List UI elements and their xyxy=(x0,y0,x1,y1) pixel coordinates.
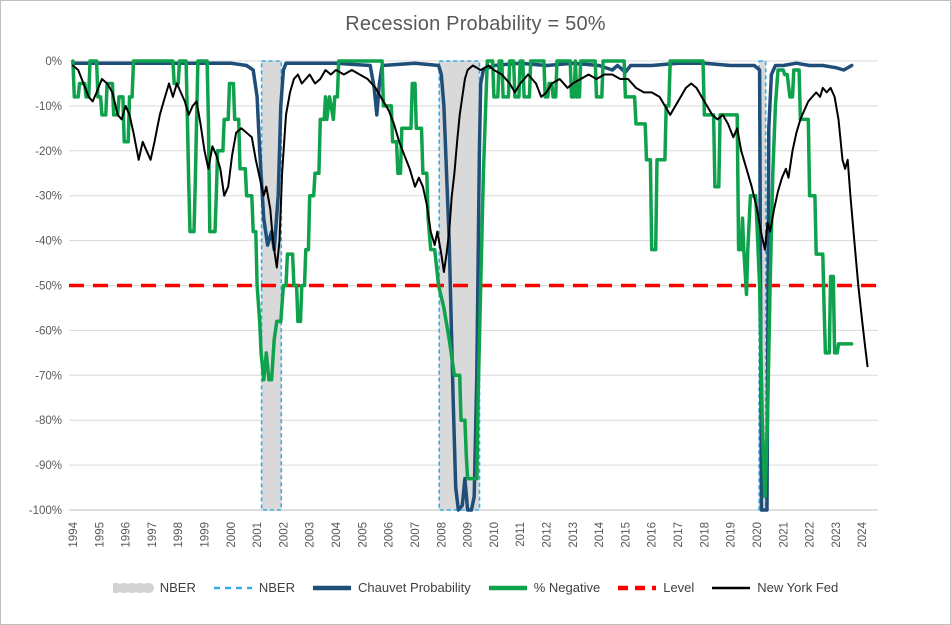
legend-swatch-dashed-thin-icon xyxy=(213,586,252,589)
chart-legend: NBER NBER Chauvet Probability % Negative Lev… xyxy=(1,561,950,624)
x-axis-tick-label: 1995 xyxy=(94,522,106,548)
legend-label: % Negative xyxy=(533,580,601,595)
y-axis-tick-label: -30% xyxy=(35,191,62,203)
legend-item-level: Level xyxy=(616,580,694,595)
x-axis-tick-label: 1996 xyxy=(121,522,133,548)
x-axis-tick-label: 2012 xyxy=(542,522,554,548)
x-axis-tick-label: 2010 xyxy=(489,522,501,548)
y-axis-tick-label: -90% xyxy=(35,460,62,472)
legend-item-nber: NBER xyxy=(212,580,295,595)
x-axis-tick-label: 1999 xyxy=(200,522,212,548)
legend-item-nber: NBER xyxy=(112,580,196,595)
nber-recession-band xyxy=(759,61,766,510)
y-axis-tick-label: -10% xyxy=(35,101,62,113)
x-axis-tick-label: 2015 xyxy=(620,522,632,548)
legend-swatch-dashed-thick-icon xyxy=(618,585,657,590)
legend-swatch-solid-thin-icon xyxy=(712,586,751,589)
x-axis-tick-label: 2024 xyxy=(857,521,869,547)
x-axis-tick-label: 2008 xyxy=(436,522,448,548)
y-axis-tick-label: -100% xyxy=(29,505,62,517)
legend-swatch-dotted-band-icon xyxy=(112,582,155,593)
x-axis-tick-label: 2013 xyxy=(568,522,580,548)
nber-dashed-outline xyxy=(260,60,283,511)
x-axis-tick-label: 2004 xyxy=(331,521,343,547)
chart-title: Recession Probability = 50% xyxy=(345,12,606,35)
x-axis-tick-label: 2011 xyxy=(515,522,527,547)
x-axis-tick-label: 2007 xyxy=(410,522,422,548)
x-axis-tick-label: 2020 xyxy=(752,522,764,548)
x-axis-tick-label: 2021 xyxy=(778,522,790,548)
legend-item--negative: % Negative xyxy=(487,580,600,595)
legend-swatch-solid-thick-icon xyxy=(313,585,351,590)
x-axis-tick-label: 2009 xyxy=(463,522,475,548)
x-axis-tick-label: 2019 xyxy=(726,522,738,548)
x-axis-tick-label: 2006 xyxy=(384,522,396,548)
y-axis-tick-label: -50% xyxy=(35,281,62,293)
recession-probability-chart: 0% -10% -20% -30% -40% -50% -60% -70% -80% -90% -1… xyxy=(29,56,878,548)
y-axis-tick-label: -80% xyxy=(35,415,62,427)
x-axis-tick-label: 2005 xyxy=(357,522,369,548)
y-axis-tick-label: -20% xyxy=(35,146,62,158)
legend-item-new-york-fed: New York Fed xyxy=(710,580,838,595)
legend-label: NBER xyxy=(258,580,295,595)
legend-swatch-solid-thick-icon xyxy=(488,585,527,590)
x-axis-tick-label: 2018 xyxy=(699,522,711,548)
x-axis-tick-label: 2001 xyxy=(252,522,264,548)
x-axis-tick-label: 2003 xyxy=(305,522,317,548)
legend-label: New York Fed xyxy=(757,580,839,595)
legend-label: Chauvet Probability xyxy=(358,580,471,595)
x-axis-tick-label: 2014 xyxy=(594,521,606,547)
series-new-york-fed xyxy=(71,64,869,368)
x-axis-tick-label: 2023 xyxy=(831,522,843,548)
x-axis-tick-label: 1994 xyxy=(68,521,80,547)
y-axis-tick-label: 0% xyxy=(45,56,62,68)
x-axis-tick-label: 2002 xyxy=(278,522,290,548)
x-axis-tick-label: 2016 xyxy=(647,522,659,548)
y-axis-tick-label: -60% xyxy=(35,325,62,337)
x-axis-tick-label: 2022 xyxy=(805,522,817,548)
legend-label: NBER xyxy=(159,580,196,595)
y-axis-tick-label: -40% xyxy=(35,236,62,248)
plot-area: 0% -10% -20% -30% -40% -50% -60% -70% -80% -90% -1… xyxy=(1,47,950,561)
x-axis-tick-label: 2000 xyxy=(226,522,238,548)
legend-label: Level xyxy=(663,580,695,595)
x-axis-tick-label: 1998 xyxy=(173,522,185,548)
legend-item-chauvet-probability: Chauvet Probability xyxy=(311,580,471,595)
x-axis-tick-label: 1997 xyxy=(147,522,159,548)
x-axis-tick-label: 2017 xyxy=(673,522,685,548)
series--negative xyxy=(71,59,854,499)
y-axis-tick-label: -70% xyxy=(35,370,62,382)
